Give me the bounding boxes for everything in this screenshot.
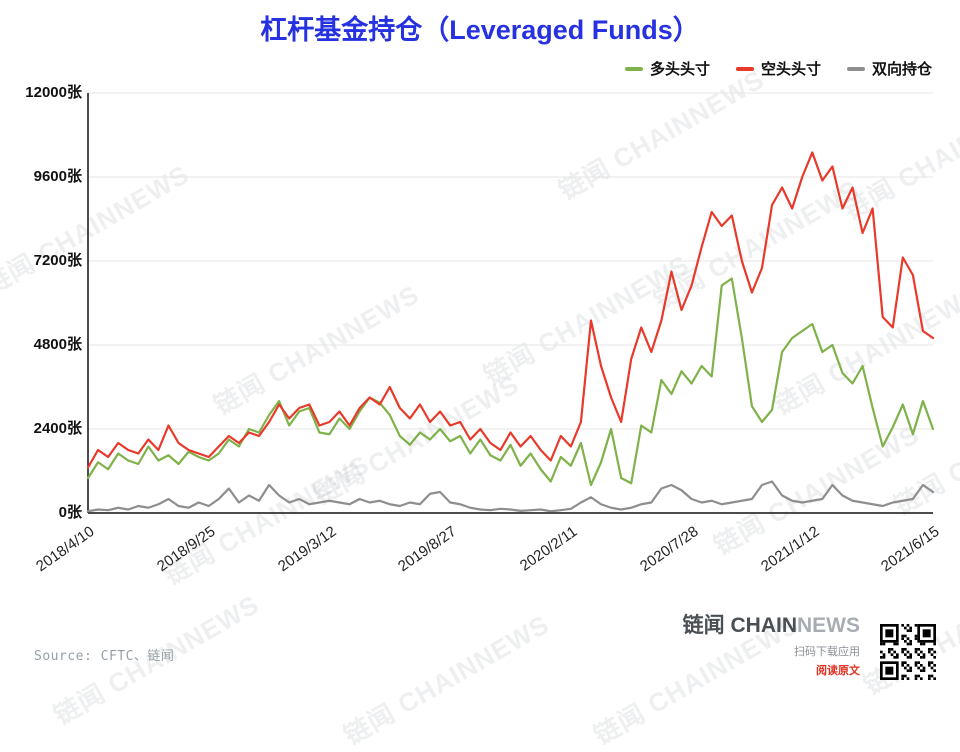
legend-swatch-long [624,66,643,71]
brand-logo: 链闻 CHAINNEWS [683,614,860,638]
legend-item-dual[interactable]: 双向持仓 [846,58,932,79]
legend-label-short: 空头头寸 [760,61,821,78]
chart-legend: 多头头寸 空头头寸 双向持仓 [624,58,932,79]
legend-swatch-dual [846,66,865,71]
y-axis-label: 4800张 [33,336,82,353]
brand-cn-text: 链闻 [682,614,725,637]
read-original-link[interactable]: 阅读原文 [816,665,860,677]
footer-brand-block: 链闻 CHAINNEWS 扫码下载应用 阅读原文 [683,614,860,678]
legend-label-dual: 双向持仓 [871,61,932,78]
series-line-2 [86,480,935,513]
legend-swatch-short [735,66,754,71]
y-axis-label: 2400张 [33,420,82,437]
chart-title: 杠杆基金持仓（Leveraged Funds） [260,15,700,45]
brand-chain-text: CHAIN [730,614,798,637]
chart-canvas [86,92,935,514]
scan-hint-text: 扫码下载应用 [794,646,860,658]
y-axis-label: 0张 [58,504,82,521]
y-axis-label: 12000张 [25,84,82,101]
legend-label-long: 多头头寸 [649,61,710,78]
qr-code [880,624,936,680]
brand-news-text: NEWS [797,614,860,637]
legend-item-short[interactable]: 空头头寸 [735,58,821,79]
series-line-0 [86,277,935,487]
series-line-1 [86,151,935,469]
y-axis-label: 7200张 [33,252,82,269]
source-text: Source: CFTC、链闻 [34,649,175,664]
y-axis-label: 9600张 [33,168,82,185]
legend-item-long[interactable]: 多头头寸 [624,58,710,79]
chart-page: { "title": {"text": "杠杆基金持仓（Leveraged Fu… [0,15,960,751]
